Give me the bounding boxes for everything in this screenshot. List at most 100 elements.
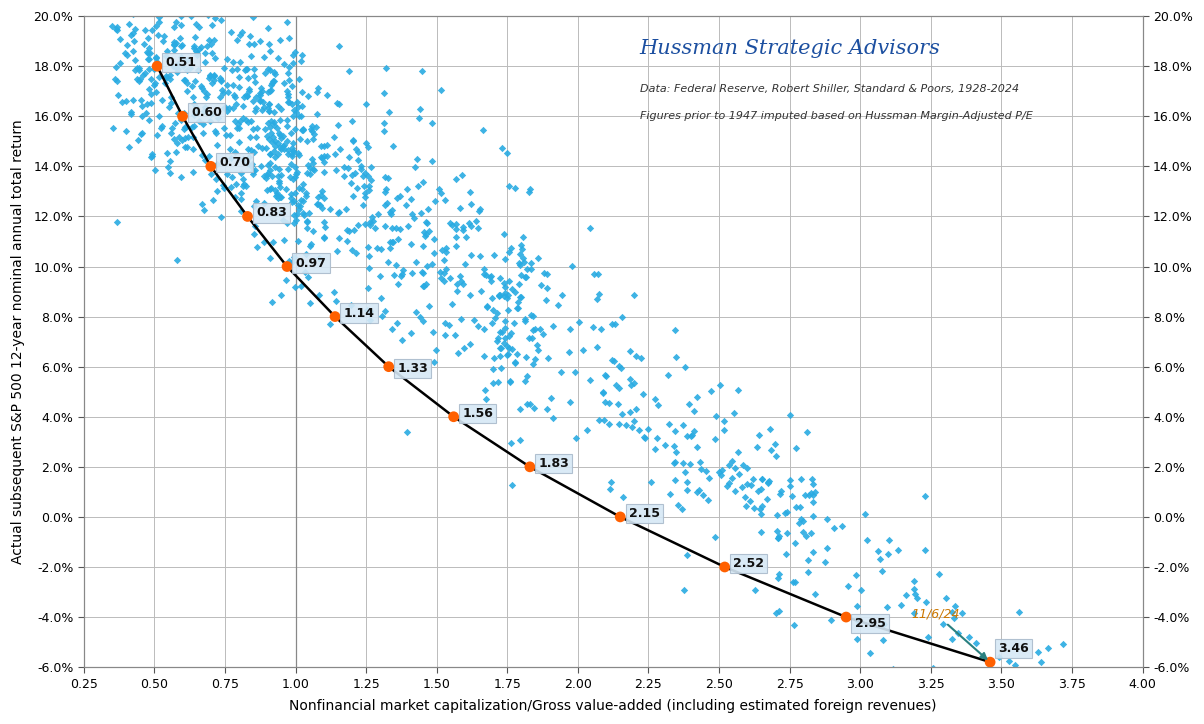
- Point: [191, 41, 211, 53]
- Point: [288, 235, 307, 247]
- Point: [473, 124, 492, 135]
- Point: [500, 331, 519, 342]
- Point: [740, 496, 760, 508]
- Point: [142, 73, 161, 85]
- Point: [436, 317, 455, 329]
- Point: [436, 329, 455, 340]
- Point: [537, 403, 556, 415]
- Point: [220, 143, 240, 155]
- Point: [496, 287, 515, 299]
- Point: [455, 258, 474, 269]
- Point: [173, 60, 193, 72]
- Point: [732, 481, 751, 492]
- Point: [715, 561, 734, 573]
- Point: [270, 127, 289, 138]
- Point: [132, 100, 152, 111]
- Point: [172, 135, 191, 146]
- Point: [359, 141, 378, 153]
- Point: [201, 169, 220, 180]
- Point: [538, 353, 557, 364]
- Point: [264, 119, 283, 131]
- Point: [509, 279, 529, 290]
- Point: [391, 270, 411, 282]
- Point: [264, 106, 283, 117]
- Point: [117, 96, 136, 107]
- Point: [226, 98, 246, 110]
- Point: [461, 338, 480, 350]
- Point: [519, 187, 538, 198]
- Point: [356, 98, 376, 110]
- Point: [496, 332, 515, 344]
- Point: [293, 125, 312, 136]
- Point: [678, 476, 697, 488]
- Point: [260, 85, 279, 97]
- Point: [376, 184, 395, 195]
- Point: [234, 180, 253, 192]
- Point: [308, 198, 327, 210]
- Point: [613, 408, 632, 420]
- Point: [524, 358, 543, 370]
- Point: [759, 476, 778, 487]
- Point: [418, 260, 437, 272]
- Point: [165, 38, 184, 50]
- Point: [626, 350, 645, 362]
- Point: [383, 323, 402, 334]
- Point: [501, 327, 520, 339]
- Point: [355, 192, 374, 203]
- Point: [496, 322, 515, 334]
- Point: [489, 376, 508, 388]
- Point: [225, 91, 244, 103]
- Point: [504, 318, 524, 329]
- Point: [290, 133, 309, 145]
- Point: [491, 363, 510, 374]
- Point: [142, 0, 161, 9]
- Point: [413, 176, 432, 188]
- Point: [123, 28, 142, 39]
- Point: [374, 171, 394, 182]
- Point: [697, 466, 716, 477]
- Point: [825, 522, 844, 534]
- Point: [498, 348, 518, 360]
- Point: [1028, 647, 1047, 658]
- Point: [700, 472, 719, 484]
- Point: [140, 53, 159, 64]
- Point: [386, 222, 406, 234]
- Point: [445, 329, 465, 340]
- Point: [474, 269, 494, 280]
- Point: [260, 184, 279, 195]
- Point: [125, 64, 144, 75]
- Point: [267, 187, 287, 198]
- Point: [252, 143, 271, 154]
- Point: [260, 148, 279, 160]
- Point: [358, 304, 377, 316]
- Point: [271, 143, 290, 155]
- Point: [535, 267, 554, 279]
- Point: [116, 48, 135, 59]
- Point: [226, 191, 246, 203]
- Point: [259, 117, 278, 129]
- Point: [223, 56, 242, 68]
- Point: [300, 297, 319, 308]
- Point: [181, 62, 200, 74]
- Point: [384, 140, 403, 152]
- Point: [655, 439, 674, 451]
- Point: [943, 606, 962, 618]
- Point: [553, 289, 572, 300]
- Point: [289, 111, 308, 122]
- Point: [175, 75, 194, 86]
- Point: [437, 264, 456, 275]
- Point: [452, 275, 471, 287]
- Text: 2.52: 2.52: [733, 557, 765, 570]
- Point: [674, 584, 694, 596]
- Point: [285, 161, 305, 172]
- Point: [839, 580, 858, 592]
- Point: [214, 182, 234, 193]
- Point: [960, 631, 979, 643]
- Point: [279, 148, 299, 160]
- Point: [196, 6, 216, 17]
- Point: [293, 208, 312, 219]
- Point: [184, 120, 203, 132]
- Point: [136, 107, 155, 119]
- Point: [132, 127, 152, 139]
- Point: [284, 110, 303, 122]
